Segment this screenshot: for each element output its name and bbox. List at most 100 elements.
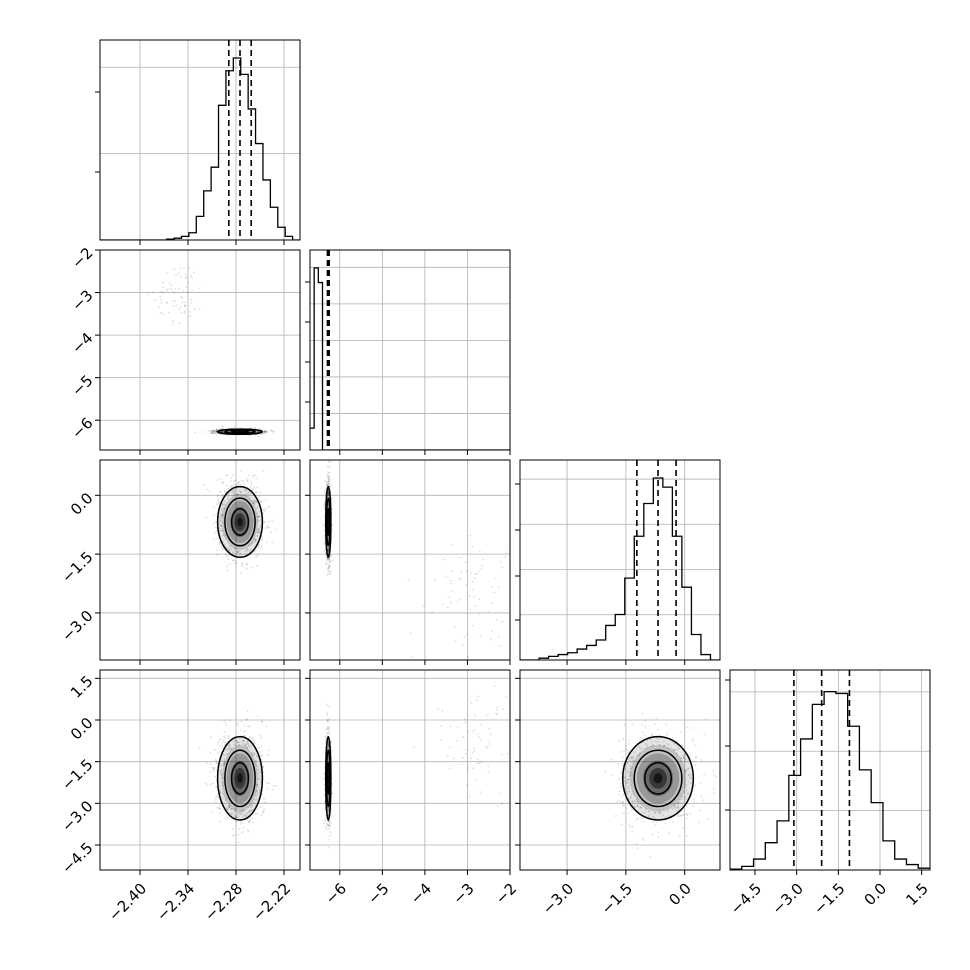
contour-3-2-0 xyxy=(621,735,695,821)
sample-point xyxy=(255,565,258,567)
density-3-0 xyxy=(217,736,263,820)
sample-point xyxy=(678,747,680,750)
sample-point xyxy=(209,771,212,774)
sample-point xyxy=(219,428,222,430)
outlier-point xyxy=(478,598,480,600)
sample-point xyxy=(329,572,331,575)
outlier-point xyxy=(500,620,503,623)
sample-point xyxy=(230,807,233,810)
sample-point xyxy=(263,431,266,434)
outlier-point xyxy=(482,558,484,561)
sample-point xyxy=(233,492,236,494)
sample-point xyxy=(259,806,262,809)
sample-point xyxy=(241,815,244,818)
sample-point xyxy=(236,551,239,554)
sample-point xyxy=(218,520,221,523)
sample-point xyxy=(686,813,689,816)
sample-point xyxy=(627,769,629,771)
sample-point xyxy=(243,483,246,486)
sample-point xyxy=(232,834,234,837)
sample-point xyxy=(219,516,222,519)
sample-point xyxy=(680,757,682,760)
outlier-point xyxy=(515,737,517,739)
outlier-point xyxy=(496,713,499,716)
sample-point xyxy=(260,433,263,436)
panel-2-1 xyxy=(310,460,510,660)
sample-point xyxy=(253,550,256,553)
sample-point xyxy=(227,749,230,751)
panel-1-0 xyxy=(100,250,300,450)
sample-point xyxy=(326,732,329,734)
sample-point xyxy=(327,492,330,495)
sample-point xyxy=(677,813,680,816)
sample-point xyxy=(686,726,689,729)
outlier-point xyxy=(486,714,489,716)
outlier-point xyxy=(183,305,186,308)
outlier-point xyxy=(161,286,164,289)
sample-point xyxy=(645,745,648,748)
sample-point xyxy=(327,743,330,746)
sample-point xyxy=(327,824,330,827)
sample-point xyxy=(227,558,230,561)
sample-point xyxy=(239,552,242,555)
sample-point xyxy=(232,808,235,810)
sample-point xyxy=(219,529,222,532)
sample-point xyxy=(630,808,633,811)
sample-point xyxy=(658,811,661,814)
sample-point xyxy=(255,759,257,762)
sample-point xyxy=(231,490,234,493)
sample-point xyxy=(663,744,666,747)
sample-point xyxy=(611,774,613,776)
outlier-point xyxy=(506,753,509,755)
sample-point xyxy=(331,524,334,527)
sample-point xyxy=(326,465,329,468)
sample-point xyxy=(699,782,702,785)
outlier-point xyxy=(178,308,180,310)
sample-point xyxy=(327,570,329,573)
sample-point xyxy=(329,831,332,834)
outlier-point xyxy=(458,577,461,580)
sample-point xyxy=(228,805,231,808)
sample-point xyxy=(244,490,247,493)
sample-point xyxy=(681,798,683,800)
sample-point xyxy=(624,776,626,779)
sample-point xyxy=(252,500,255,503)
sample-point xyxy=(621,756,624,759)
sample-point xyxy=(224,553,227,556)
outlier-point xyxy=(191,276,193,279)
sample-point xyxy=(260,501,263,504)
outlier-point xyxy=(189,315,191,317)
sample-point xyxy=(225,537,228,540)
sample-point xyxy=(248,549,251,552)
sample-point xyxy=(227,497,230,500)
outlier-point xyxy=(449,725,452,728)
sample-point xyxy=(249,485,252,488)
sample-point xyxy=(327,478,330,480)
outlier-point xyxy=(469,534,471,537)
sample-point xyxy=(254,538,257,541)
sample-point xyxy=(639,806,642,809)
sample-point xyxy=(220,768,223,771)
sample-point xyxy=(236,810,239,813)
sample-point xyxy=(226,547,229,550)
sample-point xyxy=(631,756,634,758)
sample-point xyxy=(262,766,265,768)
sample-point xyxy=(234,744,237,747)
sample-point xyxy=(631,790,634,792)
sample-point xyxy=(622,792,625,795)
outlier-point xyxy=(158,306,161,308)
sample-point xyxy=(326,823,329,826)
sample-point xyxy=(247,745,249,748)
sample-point xyxy=(627,757,630,760)
sample-point xyxy=(254,500,257,503)
outlier-point xyxy=(431,611,434,614)
sample-point xyxy=(328,825,331,828)
sample-point xyxy=(233,425,236,428)
sample-point xyxy=(328,557,331,560)
outlier-point xyxy=(147,293,149,296)
sample-point xyxy=(632,762,635,765)
sample-point xyxy=(218,498,220,501)
sample-point xyxy=(323,777,326,780)
sample-point xyxy=(328,561,331,564)
sample-point xyxy=(327,493,330,496)
